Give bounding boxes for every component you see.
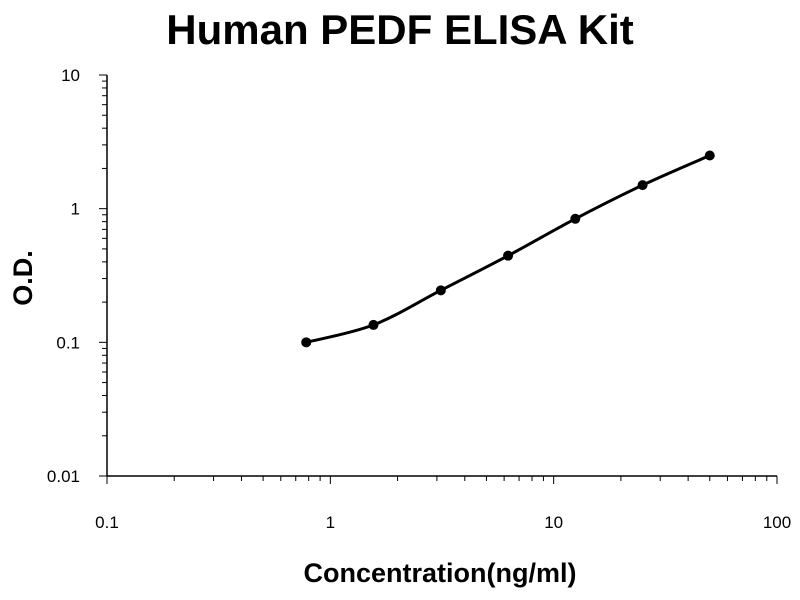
x-tick-label: 1 [326,513,335,532]
tick-labels: 0.1 1 10 100 0.01 0.1 1 10 [47,66,791,532]
data-point [570,213,581,224]
data-point [637,180,648,191]
y-axis-title: O.D. [8,250,38,306]
x-tick-label: 100 [763,513,791,532]
y-tick-label: 0.01 [47,467,80,486]
y-tick-label: 10 [61,66,80,85]
chart-title: Human PEDF ELISA Kit [166,6,634,53]
axes [106,75,777,477]
data-point [301,337,312,348]
data-point [368,319,379,330]
tick-marks [99,74,778,484]
data-point [435,285,446,296]
x-tick-label: 0.1 [95,513,119,532]
x-axis-title: Concentration(ng/ml) [304,558,577,588]
y-tick-label: 1 [71,200,80,219]
data-point [704,150,715,161]
x-tick-label: 10 [544,513,563,532]
y-tick-label: 0.1 [56,333,80,352]
series-line [305,154,711,344]
data-point [503,250,514,261]
series [301,150,715,348]
